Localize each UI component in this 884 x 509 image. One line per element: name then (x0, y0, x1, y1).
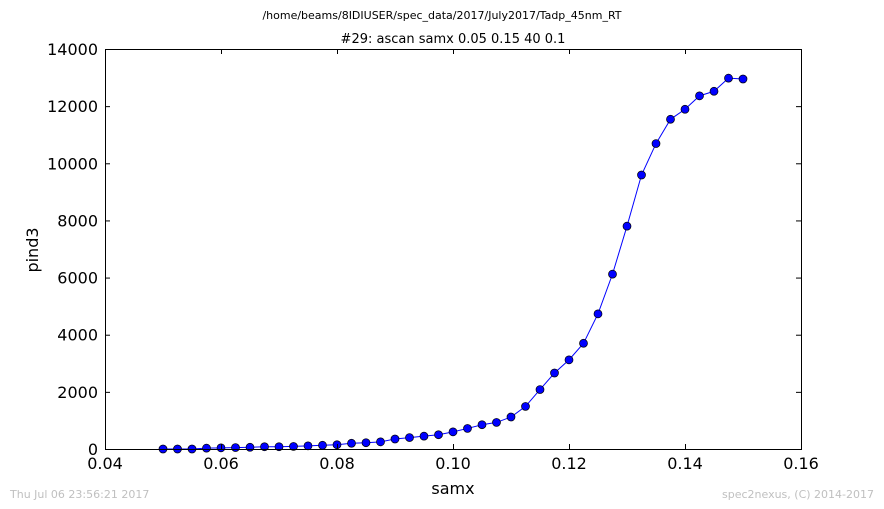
data-point (521, 402, 530, 411)
data-point (738, 74, 748, 84)
x-axis-label: samx (431, 479, 474, 498)
data-point (651, 139, 661, 148)
data-point (405, 433, 414, 442)
chart-title: #29: ascan samx 0.05 0.15 40 0.1 (341, 32, 566, 47)
data-point (709, 86, 719, 96)
data-point (724, 73, 733, 83)
series-line (163, 77, 744, 450)
data-point (434, 430, 443, 440)
data-point (666, 114, 675, 124)
data-point (245, 442, 255, 452)
data-point (419, 431, 429, 441)
data-point (274, 442, 284, 452)
x-tick-label: 0.08 (319, 454, 355, 473)
data-point (376, 437, 385, 447)
data-point (347, 438, 356, 448)
data-point (303, 441, 313, 451)
data-point (231, 443, 240, 452)
x-axis: 0.04 0.06 0.08 0.10 0.12 0.14 0.16 (87, 49, 819, 473)
data-point (680, 104, 690, 114)
data-point (564, 355, 574, 365)
y-tick-label: 12000 (47, 97, 98, 116)
data-point (463, 424, 472, 433)
y-tick-label: 14000 (47, 40, 98, 59)
data-point (477, 420, 487, 430)
data-layer (158, 73, 748, 454)
x-tick-label: 0.06 (203, 454, 239, 473)
x-tick-label: 0.10 (435, 454, 471, 473)
y-tick-label: 8000 (57, 211, 98, 230)
y-axis: 0 2000 4000 6000 8000 10000 12000 14000 (47, 40, 801, 459)
data-point (622, 221, 632, 231)
data-point (695, 91, 704, 101)
chart-suptitle: /home/beams/8IDIUSER/spec_data/2017/July… (262, 9, 621, 22)
data-point (550, 368, 559, 378)
x-tick-label: 0.14 (667, 454, 703, 473)
data-point (448, 427, 458, 437)
data-point (579, 338, 588, 348)
y-axis-label: pind3 (23, 227, 42, 272)
data-point (506, 412, 516, 422)
y-tick-label: 10000 (47, 154, 98, 173)
data-point (535, 385, 545, 394)
axes-frame (105, 49, 802, 450)
data-point (361, 438, 371, 448)
x-tick-label: 0.04 (87, 454, 123, 473)
data-point (492, 418, 501, 427)
data-point (260, 442, 269, 452)
x-tick-label: 0.16 (783, 454, 819, 473)
data-point (637, 170, 646, 180)
data-point (593, 309, 603, 319)
y-tick-label: 4000 (57, 326, 98, 345)
data-point (202, 443, 211, 453)
footer-timestamp: Thu Jul 06 23:56:21 2017 (10, 488, 150, 501)
x-tick-label: 0.12 (551, 454, 587, 473)
data-point (318, 440, 327, 450)
y-tick-label: 6000 (57, 269, 98, 288)
footer-credit: spec2nexus, (C) 2014-2017 (722, 488, 874, 501)
y-tick-label: 0 (88, 440, 98, 459)
data-point (608, 269, 617, 279)
y-tick-label: 2000 (57, 383, 98, 402)
data-point (289, 442, 298, 451)
data-point (390, 434, 400, 444)
